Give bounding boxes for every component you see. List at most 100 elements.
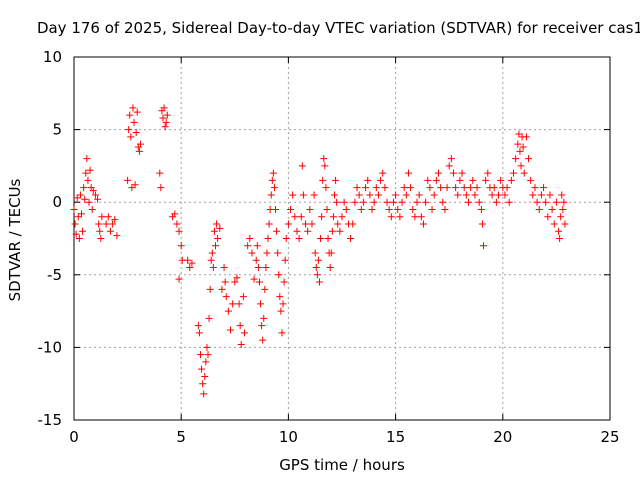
data-point [162, 118, 170, 126]
data-point [276, 293, 284, 301]
data-point [130, 118, 138, 126]
data-point [222, 293, 230, 301]
data-point [477, 205, 485, 213]
data-point [404, 169, 412, 177]
data-point [195, 329, 203, 337]
data-point [522, 133, 530, 141]
data-point [319, 176, 327, 184]
data-point [437, 184, 445, 192]
data-point [555, 227, 563, 235]
data-point [409, 205, 417, 213]
data-point [419, 220, 427, 228]
data-point [200, 390, 208, 398]
data-point [261, 285, 269, 293]
data-point [281, 256, 289, 264]
data-point [497, 176, 505, 184]
data-point [328, 227, 336, 235]
data-point [298, 162, 306, 170]
data-point [313, 271, 321, 279]
data-point [351, 198, 359, 206]
data-point [374, 191, 382, 199]
data-point [454, 191, 462, 199]
axis-ticks: 0 5 10 15 20 25 -15 -10 -5 0 5 10 [38, 48, 620, 446]
data-point [329, 213, 337, 221]
data-point [291, 213, 299, 221]
x-tick-label: 5 [176, 428, 186, 446]
data-point [441, 205, 449, 213]
data-point [95, 220, 103, 228]
data-point [407, 184, 415, 192]
data-point [548, 205, 556, 213]
x-tick-label: 15 [386, 428, 405, 446]
data-point [430, 191, 438, 199]
data-point [270, 184, 278, 192]
data-point [246, 235, 254, 242]
data-point [94, 195, 102, 203]
data-point [327, 249, 335, 257]
data-point [265, 220, 273, 228]
data-point [269, 169, 277, 177]
data-point [320, 155, 328, 163]
data-point [517, 162, 525, 170]
data-point [279, 300, 287, 308]
data-point [297, 213, 305, 221]
data-point [252, 256, 260, 264]
data-point [254, 264, 262, 272]
data-point [473, 184, 481, 192]
data-point [359, 198, 367, 206]
data-point [295, 235, 303, 242]
data-point [85, 198, 93, 206]
data-point [287, 205, 295, 213]
data-point [471, 191, 479, 199]
data-point [332, 176, 340, 184]
data-point [308, 220, 316, 228]
data-point [317, 235, 325, 242]
data-point [262, 264, 270, 272]
data-point [394, 205, 402, 213]
data-point [280, 278, 288, 286]
data-point [323, 205, 331, 213]
plot-frame [73, 56, 611, 421]
y-axis-label: SDTVAR / TECUs [6, 178, 24, 301]
data-point [515, 130, 523, 138]
chart-grid [74, 57, 610, 420]
data-point [88, 205, 96, 213]
data-point [201, 372, 209, 380]
data-point [439, 198, 447, 206]
data-point [156, 169, 164, 177]
data-point [212, 242, 220, 250]
data-point [507, 176, 515, 184]
data-point [199, 380, 207, 388]
data-point [205, 314, 213, 322]
data-point [175, 227, 183, 235]
x-tick-label: 20 [493, 428, 512, 446]
data-point [372, 184, 380, 192]
data-point [377, 176, 385, 184]
data-point [434, 169, 442, 177]
data-point [203, 343, 211, 351]
data-point [353, 184, 361, 192]
data-point [432, 176, 440, 184]
data-point [426, 184, 434, 192]
data-point [91, 191, 99, 199]
data-point [224, 307, 232, 315]
data-point [131, 181, 139, 189]
data-point [330, 191, 338, 199]
data-point [173, 220, 181, 228]
data-point [400, 184, 408, 192]
data-point [129, 104, 137, 112]
data-point [184, 256, 192, 264]
data-point [239, 293, 247, 301]
data-point [560, 198, 568, 206]
data-point [550, 220, 558, 228]
data-point [519, 143, 527, 151]
data-point [248, 249, 256, 257]
data-point [527, 176, 535, 184]
data-point [370, 198, 378, 206]
data-point [72, 230, 80, 238]
data-point [208, 249, 216, 257]
data-point [227, 326, 235, 334]
data-point [503, 184, 511, 192]
data-point [458, 169, 466, 177]
data-point [196, 351, 204, 359]
